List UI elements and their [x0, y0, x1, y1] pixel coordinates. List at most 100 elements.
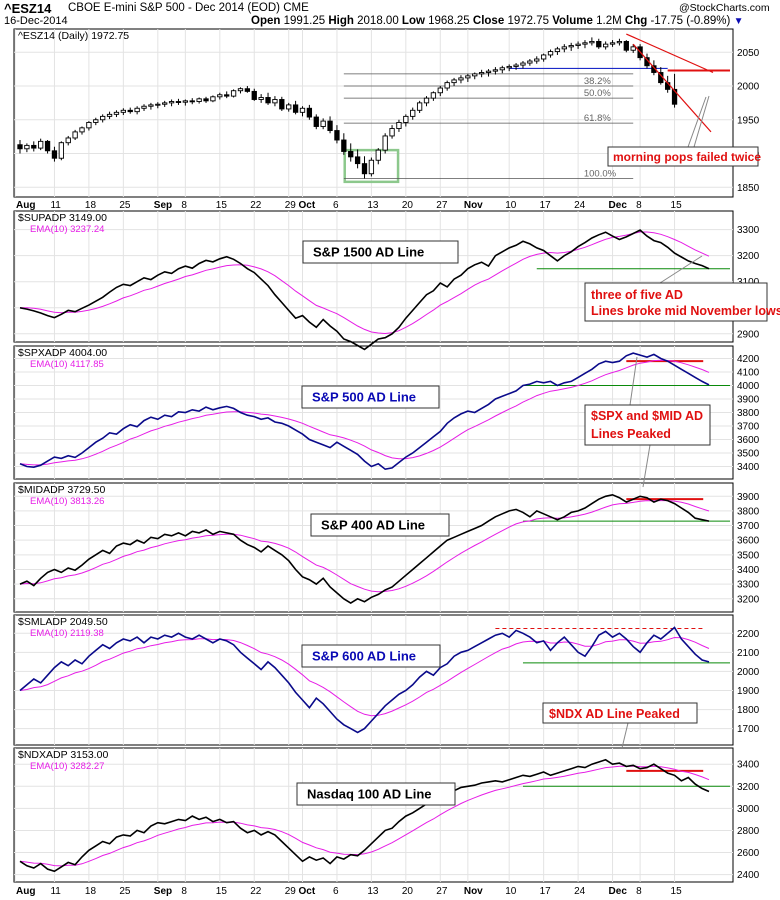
candle	[444, 82, 450, 89]
x-tick-label: 10	[505, 200, 517, 211]
x-tick-label: 11	[50, 886, 61, 897]
candle	[478, 72, 485, 75]
chart-symbol: ^ESZ14	[4, 1, 52, 16]
series-label: S&P 600 AD Line	[312, 649, 416, 664]
candle	[540, 54, 547, 60]
trend-channel-upper	[626, 33, 714, 74]
x-tick-label: Dec	[609, 886, 628, 897]
y-tick-label: 1900	[737, 686, 760, 697]
callout-pointer	[629, 356, 638, 406]
x-tick-label: Sep	[154, 200, 172, 211]
series-label: S&P 500 AD Line	[312, 390, 416, 405]
candle	[575, 43, 581, 46]
y-tick-label: 3800	[737, 506, 760, 517]
watermark: @StockCharts.com	[679, 2, 770, 14]
callout-pointer	[642, 444, 651, 488]
y-tick-label: 3700	[737, 422, 760, 433]
candle	[416, 102, 423, 111]
candle	[93, 119, 99, 123]
candle	[520, 62, 526, 66]
candle	[182, 100, 189, 103]
low-value: 1968.25	[428, 15, 470, 27]
x-tick-label: 6	[333, 200, 339, 211]
candle	[162, 102, 168, 105]
y-tick-label: 2600	[737, 848, 760, 859]
candle	[251, 90, 257, 100]
x-tick-label: 15	[216, 886, 228, 897]
ema-label: EMA(10) 4117.85	[30, 359, 104, 370]
x-tick-label: 20	[402, 200, 414, 211]
annotation-box	[584, 282, 768, 322]
y-tick-label: 4200	[737, 354, 760, 365]
close-value: 1972.75	[507, 15, 550, 27]
candle	[141, 105, 147, 109]
y-tick-label: 3400	[737, 462, 760, 473]
candle	[423, 97, 430, 104]
x-tick-label: 18	[85, 886, 97, 897]
annotation-text: three of five AD	[591, 288, 683, 302]
callout-pointer	[687, 96, 707, 148]
ema-label: EMA(10) 3813.26	[30, 496, 104, 507]
y-tick-label: 3300	[737, 580, 760, 591]
candle	[534, 58, 540, 62]
x-tick-label: 18	[85, 200, 97, 211]
candle	[403, 115, 409, 123]
high-label: High	[328, 15, 354, 27]
open-label: Open	[251, 15, 281, 27]
y-tick-label: 3500	[737, 550, 760, 561]
x-tick-label: Aug	[16, 200, 35, 211]
ad-line	[19, 493, 710, 605]
x-tick-label: 17	[540, 200, 552, 211]
ema-label: EMA(10) 2119.38	[30, 628, 104, 639]
x-tick-label: 15	[216, 200, 228, 211]
volume-label: Volume	[552, 15, 593, 27]
x-tick-label: 8	[636, 200, 642, 211]
low-label: Low	[401, 15, 425, 27]
y-tick-label: 3500	[737, 449, 760, 460]
x-tick-label: 25	[119, 886, 131, 897]
candle	[51, 150, 58, 159]
high-value: 2018.00	[357, 15, 399, 27]
annotation-text: Lines broke mid November lows	[591, 304, 780, 318]
y-tick-label: 3900	[737, 492, 760, 503]
candle	[671, 88, 678, 105]
candle	[320, 120, 326, 127]
candle	[603, 43, 609, 48]
candle	[100, 115, 106, 121]
candle	[17, 144, 23, 150]
highlight-box	[343, 148, 400, 184]
fib-label: 61.8%	[584, 113, 611, 124]
x-tick-label: 8	[181, 200, 187, 211]
candle	[224, 94, 230, 97]
ema-line	[19, 359, 710, 466]
series-label-box	[301, 385, 440, 409]
candle	[465, 75, 471, 79]
x-tick-label: Nov	[464, 200, 483, 211]
candle	[58, 142, 64, 159]
candle	[286, 104, 292, 110]
candle	[492, 69, 499, 72]
candle	[513, 64, 519, 67]
panel-frame	[13, 614, 734, 746]
series-label: S&P 1500 AD Line	[313, 245, 424, 260]
candle	[568, 45, 574, 48]
candle	[430, 92, 437, 99]
candle	[609, 42, 616, 45]
candle	[368, 159, 375, 175]
y-tick-label: 2050	[737, 48, 760, 59]
candle	[348, 151, 354, 158]
chevron-down-icon[interactable]: ▼	[733, 16, 744, 27]
y-tick-label: 1950	[737, 115, 760, 126]
trend-channel-lower	[632, 43, 712, 133]
y-tick-label: 4000	[737, 381, 760, 392]
series-label-box	[302, 240, 459, 264]
candle	[313, 116, 319, 127]
candle	[113, 111, 120, 115]
annotation-text: $SPX and $MID AD	[591, 409, 703, 423]
panel-title: $SPXADP 4004.00	[18, 347, 107, 359]
y-tick-label: 1800	[737, 705, 760, 716]
x-tick-label: 27	[436, 886, 448, 897]
y-tick-label: 2100	[737, 648, 760, 659]
callout-pointer	[693, 95, 710, 148]
